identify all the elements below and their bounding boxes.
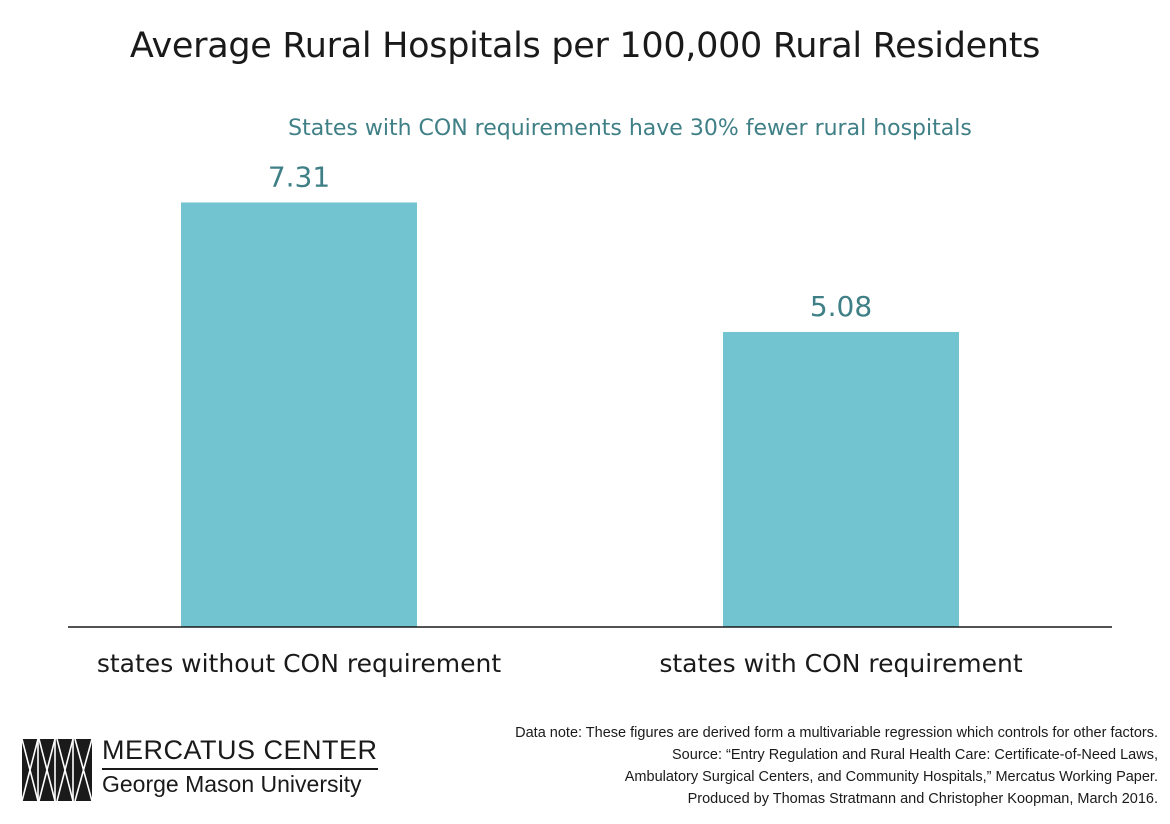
source-notes: Data note: These figures are derived for… — [398, 722, 1158, 810]
bar-chart: 7.31 states without CON requirement 5.08 st… — [68, 160, 1112, 678]
logo-name: MERCATUS CENTER — [102, 735, 378, 765]
mercatus-logo-mark — [22, 739, 92, 801]
logo-university: George Mason University — [102, 771, 362, 797]
category-label: states without CON requirement — [97, 649, 501, 678]
source-line-2: Ambulatory Surgical Centers, and Communi… — [624, 769, 1158, 785]
value-label: 7.31 — [268, 160, 330, 193]
logo-divider — [102, 768, 378, 770]
bar-with-con — [723, 331, 959, 627]
mercatus-logo: MERCATUS CENTER George Mason University — [22, 735, 392, 805]
value-label: 5.08 — [810, 290, 872, 323]
category-label: states with CON requirement — [659, 649, 1023, 678]
data-note: Data note: These figures are derived for… — [515, 725, 1158, 741]
bar-without-con — [181, 202, 417, 627]
chart-subtitle: States with CON requirements have 30% fe… — [288, 116, 972, 141]
source-line-1: Source: “Entry Regulation and Rural Heal… — [672, 747, 1158, 763]
credit-line: Produced by Thomas Stratmann and Christo… — [687, 791, 1158, 807]
chart-title: Average Rural Hospitals per 100,000 Rura… — [129, 26, 1041, 66]
